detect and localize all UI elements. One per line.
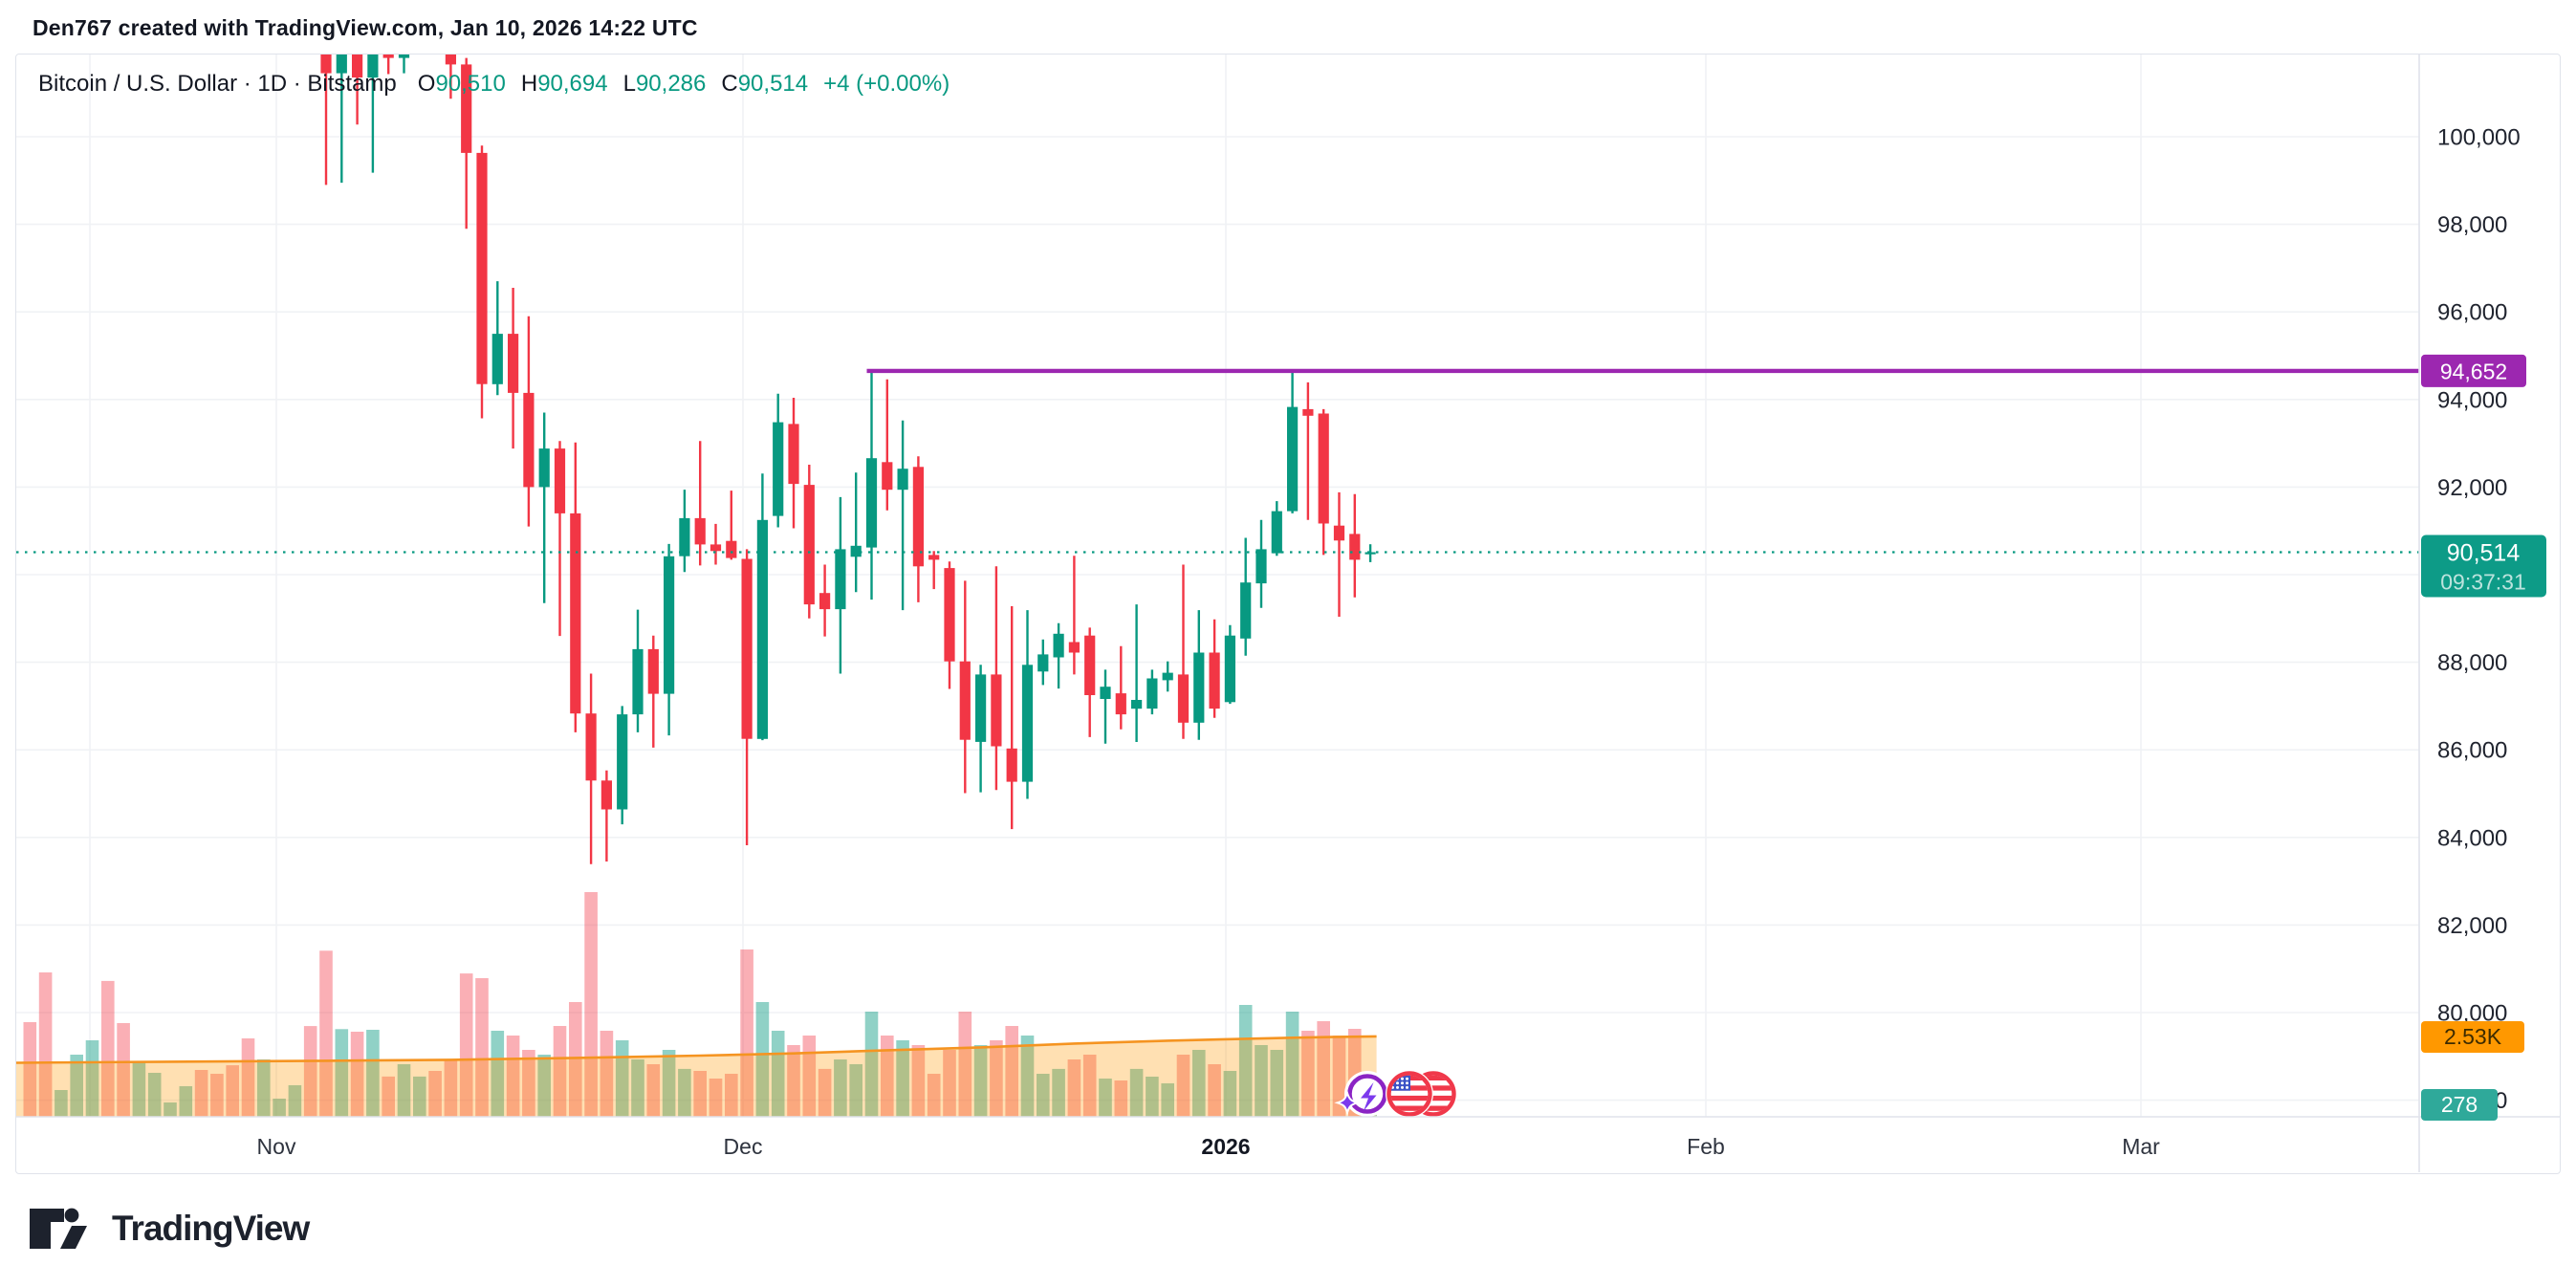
chart-card: 100,00098,00096,00094,00092,00090,00088,… <box>15 54 2561 1174</box>
svg-text:278: 278 <box>2441 1092 2478 1117</box>
svg-text:96,000: 96,000 <box>2437 300 2507 326</box>
ohlc-open: O90,510 <box>417 71 506 97</box>
tradingview-logo: TradingView <box>28 1203 310 1254</box>
ohlc-close: C90,514 <box>721 71 809 97</box>
volume-bars <box>23 892 1377 1117</box>
svg-text:Mar: Mar <box>2122 1134 2160 1159</box>
svg-text:98,000: 98,000 <box>2437 212 2507 238</box>
ai-spark-event-icon[interactable] <box>1334 1071 1390 1117</box>
current-price-chip: 90,514 09:37:31 <box>2421 534 2546 598</box>
svg-text:100,000: 100,000 <box>2437 125 2521 151</box>
svg-text:94,652: 94,652 <box>2440 359 2507 383</box>
svg-text:84,000: 84,000 <box>2437 825 2507 851</box>
price-chart[interactable]: 100,00098,00096,00094,00092,00090,00088,… <box>16 55 2560 1173</box>
orange-volume-line <box>16 1035 1377 1064</box>
price-scale[interactable] <box>2419 55 2560 1116</box>
svg-text:2.53K: 2.53K <box>2444 1024 2502 1049</box>
svg-text:92,000: 92,000 <box>2437 475 2507 501</box>
price-change: +4 (+0.00%) <box>823 71 950 97</box>
volume-value-chip: 278 <box>2421 1089 2498 1121</box>
price-axis-labels: 100,00098,00096,00094,00092,00090,00088,… <box>2437 125 2521 1115</box>
purple-level-chip: 94,652 <box>2421 354 2526 387</box>
svg-text:2026: 2026 <box>1201 1134 1250 1159</box>
time-axis-labels: Nov Dec 2026 Feb Mar <box>257 1134 2161 1159</box>
ohlc-high: H90,694 <box>520 71 608 97</box>
symbol-title[interactable]: Bitcoin / U.S. Dollar · 1D · Bitstamp <box>38 71 397 97</box>
time-scale[interactable] <box>16 1118 2418 1173</box>
orange-volume-chip: 2.53K <box>2421 1021 2524 1053</box>
svg-text:90,514: 90,514 <box>2447 540 2521 567</box>
symbol-legend: Bitcoin / U.S. Dollar · 1D · Bitstamp O9… <box>38 71 950 98</box>
attribution-text: Den767 created with TradingView.com, Jan… <box>33 15 698 40</box>
orange-volume-area <box>16 1036 1377 1117</box>
svg-text:Dec: Dec <box>724 1134 763 1159</box>
svg-text:82,000: 82,000 <box>2437 913 2507 939</box>
countdown-timer: 09:37:31 <box>2440 570 2526 595</box>
ohlc-low: L90,286 <box>622 71 707 97</box>
svg-text:Nov: Nov <box>257 1134 296 1159</box>
svg-text:Feb: Feb <box>1687 1134 1725 1159</box>
svg-text:88,000: 88,000 <box>2437 650 2507 676</box>
us-flag-economic-event-icon[interactable] <box>1386 1070 1457 1118</box>
tradingview-logo-mark <box>30 1208 87 1249</box>
candles <box>320 55 1376 864</box>
svg-text:86,000: 86,000 <box>2437 738 2507 764</box>
svg-text:94,000: 94,000 <box>2437 387 2507 413</box>
tradingview-wordmark: TradingView <box>112 1209 310 1248</box>
